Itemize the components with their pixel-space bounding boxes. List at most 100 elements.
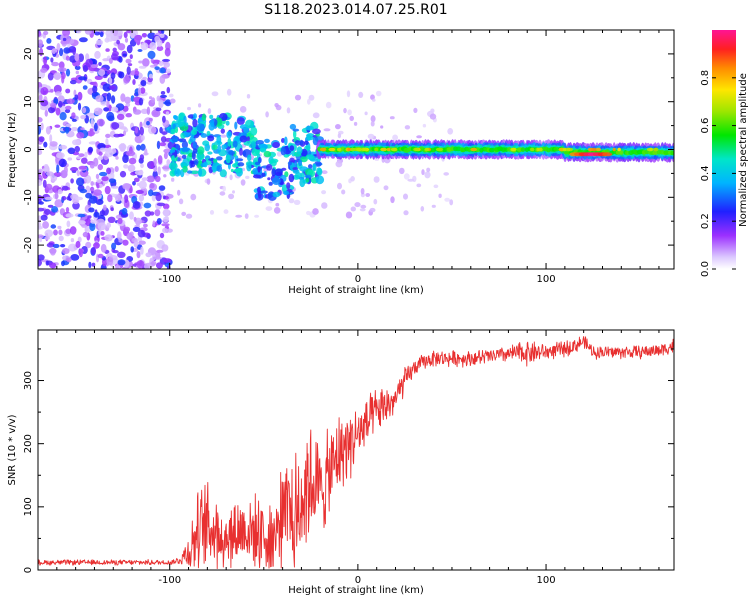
spectrogram-cell [75,196,83,201]
spectrogram-cell [250,126,258,136]
spectrogram-cell [268,181,273,186]
spectrogram-cell [56,164,60,173]
spectrogram-cell [475,147,481,153]
spectrogram-cell [138,240,146,245]
spectrogram-cell [356,147,362,152]
spectrogram-cell [390,196,395,204]
spectrogram-cell [40,122,44,131]
spectrogram-cell [44,208,51,215]
spectrogram-cell [140,134,145,141]
spectrogram-cell [162,58,170,62]
spectrogram-cell [107,194,113,203]
spectrogram-cell [104,37,110,43]
spectrogram-cell [520,147,526,153]
spectrogram-cell [553,146,560,152]
spectrogram-cell [220,134,227,138]
spectrogram-cell [50,224,57,229]
spectrogram-cell [65,126,70,134]
spectrogram-cell [117,251,126,258]
spectrogram-cell [289,145,295,151]
spectrogram-cell [323,128,331,132]
spectrogram-cell [105,138,109,146]
spectrogram-x-axis-label: Height of straight line (km) [288,285,424,296]
spectrogram-cell [174,168,181,177]
spectrogram-cell [140,42,149,51]
spectrogram-cell [200,133,207,138]
spectrogram-cell [120,143,126,152]
spectrogram-cell [38,254,45,261]
spectrogram-cell [222,185,226,192]
spectrogram-cell [56,43,61,52]
snr-x-axis-label: Height of straight line (km) [288,585,424,596]
spectrogram-cell [82,65,88,72]
spectrogram-cell [350,176,355,182]
spectrogram-cell [399,167,405,175]
spectrogram-cell [380,147,387,152]
spectrogram-cell [151,59,161,65]
spectrogram-cell [444,197,451,202]
spectrogram-cell [562,147,567,152]
spectrogram-cell [78,76,87,81]
spectrogram-cell [77,213,86,218]
spectrogram-cell [246,162,252,172]
spectrogram-cell [158,185,166,191]
spectrogram-cell [111,95,116,104]
spectrogram-cell [163,61,170,68]
spectrogram-cell [281,138,285,143]
spectrogram-cell [43,30,49,36]
spectrogram-cell [370,115,376,123]
spectrogram-cell [117,133,125,137]
spectrogram-cell [160,94,167,98]
spectrogram-cell [121,197,125,204]
spectrogram-cell [70,167,79,172]
spectrogram-cell [151,194,156,202]
spectrogram-cell [94,50,101,59]
spectrogram-cell [110,207,114,212]
spectrogram-cell [128,157,137,165]
spectrogram-cell [61,71,66,80]
spectrogram-marks [38,30,674,269]
spectrogram-x-tick-label: -100 [158,274,181,285]
spectrogram-cell [38,201,44,205]
spectrogram-cell [106,69,112,75]
spectrogram-cell [62,30,71,37]
spectrogram-cell [299,178,306,188]
spectrogram-cell [65,108,71,114]
spectrogram-cell [670,150,674,156]
colorbar-tick-label: 0.6 [700,118,711,134]
spectrogram-cell [308,164,313,169]
spectrogram-cell [166,228,173,233]
spectrogram-cell [121,207,128,215]
spectrogram-cell [228,193,235,200]
spectrogram-cell [63,166,68,175]
spectrogram-cell [159,126,163,134]
spectrogram-cell [116,39,120,45]
spectrogram-cell [137,229,146,238]
spectrogram-cell [41,168,49,172]
spectrogram-cell [97,164,104,171]
spectrogram-cell [93,242,100,249]
spectrogram-cell [306,210,311,216]
spectrogram-cell [117,218,123,225]
spectrogram-cell [106,167,112,175]
spectrogram-cell [51,49,56,54]
spectrogram-cell [365,193,371,197]
spectrogram-cell [110,72,116,80]
spectrogram-cell [133,239,139,248]
spectrogram-cell [283,153,290,158]
spectrogram-cell [413,147,420,152]
spectrogram-cell [132,226,141,232]
spectrogram-cell [216,135,222,145]
spectrogram-cell [159,67,167,74]
spectrogram-cell [104,185,111,195]
spectrogram-cell [296,146,303,155]
spectrogram-cell [171,155,175,164]
spectrogram-cell [233,168,241,173]
spectrogram-cell [93,107,103,116]
spectrogram-cell [143,223,148,228]
spectrogram-cell [112,30,119,36]
spectrogram-cell [53,172,62,177]
colorbar-label: Normalized spectral amplitude [738,73,749,227]
spectrogram-cell [237,162,245,167]
